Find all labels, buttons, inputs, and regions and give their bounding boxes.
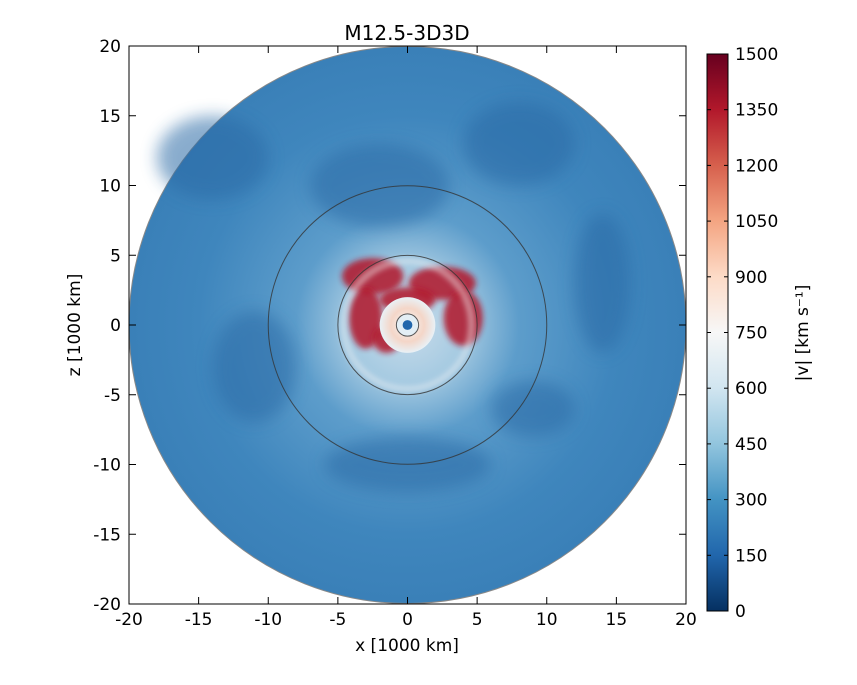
- colorbar-tick-label: 1050: [735, 212, 778, 232]
- y-tick-label: -15: [93, 525, 121, 545]
- reference-circle: [267, 185, 548, 465]
- transition-ring: [340, 257, 475, 393]
- low-velocity-region: [491, 380, 575, 437]
- colorbar-tick-label: 1350: [735, 101, 778, 121]
- x-tick-label: 15: [606, 610, 628, 630]
- low-velocity-region: [212, 311, 297, 423]
- x-tick-label: -20: [115, 610, 143, 630]
- velocity-field: [129, 46, 686, 604]
- colorbar-tick-label: 1200: [735, 156, 778, 176]
- x-tick-label: -10: [254, 610, 282, 630]
- colorbar-label: |v| [km s⁻¹]: [793, 285, 813, 382]
- x-tick-label: -5: [329, 610, 346, 630]
- x-tick-label: 5: [472, 610, 483, 630]
- colorbar-tick-label: 600: [735, 379, 767, 399]
- center-point: [402, 320, 413, 330]
- colorbar-tick-label: 150: [735, 546, 767, 566]
- low-velocity-region: [463, 101, 575, 186]
- x-tick-label: -15: [185, 610, 213, 630]
- x-tick-label: 0: [402, 610, 413, 630]
- y-tick-label: 0: [110, 316, 121, 336]
- y-tick-label: -5: [104, 386, 121, 406]
- y-axis-label: z [1000 km]: [65, 274, 85, 377]
- colorbar-ticks: 0 150 300 450 600 750 900 1050 1200 1350 1500: [707, 45, 778, 622]
- x-axis-ticks: -20 -15 -10 -5 0 5 10 15 20: [115, 46, 697, 630]
- x-tick-label: 10: [536, 610, 558, 630]
- y-tick-label: 15: [99, 107, 121, 127]
- colorbar-tick-label: 750: [735, 324, 767, 344]
- x-axis-label: x [1000 km]: [355, 636, 459, 656]
- y-axis-ticks: -20 -15 -10 -5 0 5 10 15 20: [93, 37, 686, 615]
- y-tick-label: -10: [93, 456, 121, 476]
- y-tick-label: 10: [99, 177, 121, 197]
- colorbar-tick-label: 0: [735, 602, 746, 622]
- x-tick-label: 20: [675, 610, 697, 630]
- low-velocity-region: [310, 143, 450, 228]
- colorbar-gradient: [707, 54, 728, 611]
- low-velocity-region: [156, 115, 269, 200]
- reference-circle: [337, 254, 478, 396]
- colorbar-tick-label: 450: [735, 435, 767, 455]
- colorbar-tick-label: 900: [735, 268, 767, 288]
- y-tick-label: 20: [99, 37, 121, 57]
- low-velocity-region: [574, 213, 631, 353]
- colorbar-tick-label: 300: [735, 491, 767, 511]
- y-tick-label: -20: [93, 595, 121, 615]
- chart-title: M12.5-3D3D: [344, 21, 469, 45]
- reference-circles: [267, 185, 548, 465]
- plot-area: -20 -15 -10 -5 0 5 10 15 20 -20 -15 -10 -5 0 5 10 15 20: [93, 37, 697, 630]
- colorbar: 0 150 300 450 600 750 900 1050 1200 1350 1500 |v| …: [706, 45, 813, 622]
- y-tick-label: 5: [110, 246, 121, 266]
- colorbar-tick-label: 1500: [735, 45, 778, 65]
